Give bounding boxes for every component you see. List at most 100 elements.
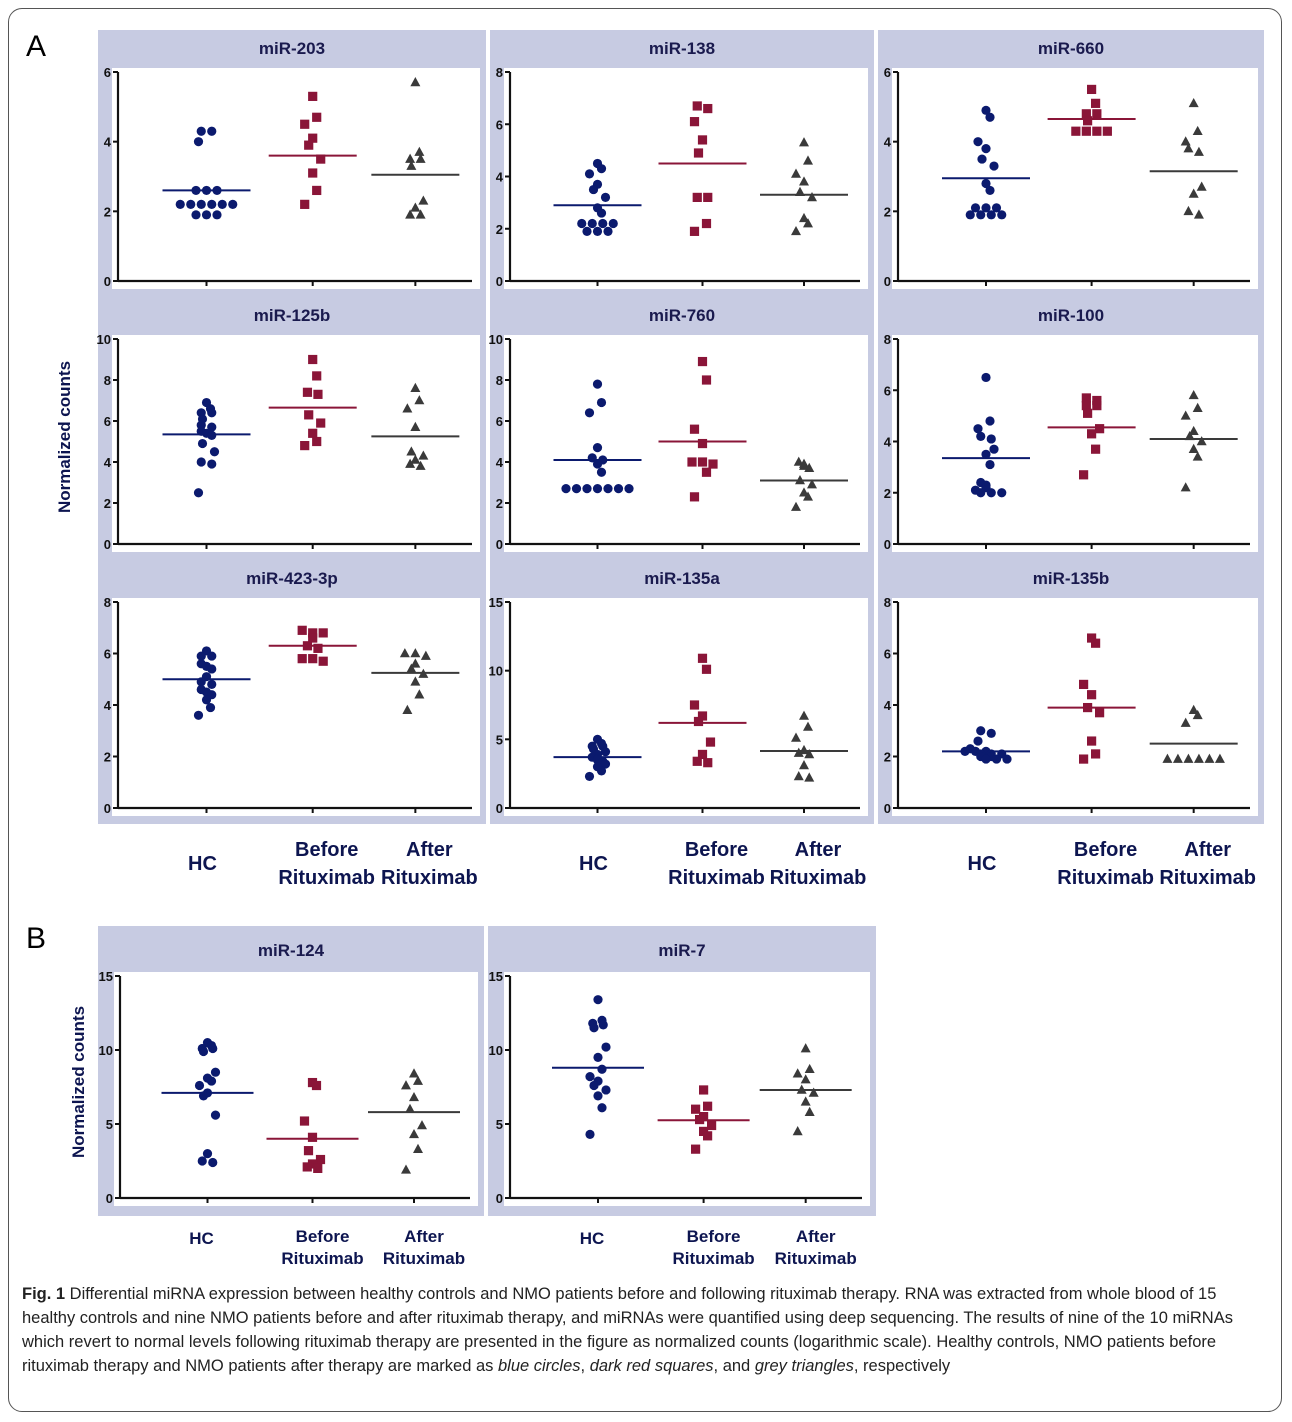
data-point-after-rituximab [800, 1043, 811, 1053]
data-point-hc [193, 710, 204, 720]
panel-mir-760: miR-760 0 2 4 6 8 10 [489, 297, 874, 560]
group-label-after-rituximab: After [406, 839, 453, 861]
data-point-hc [985, 185, 995, 196]
panel-mir-124: miR-124 0 5 10 15 [98, 926, 484, 1216]
data-point-after-rituximab [803, 721, 813, 731]
data-point-after-rituximab [793, 771, 804, 781]
data-point-after-rituximab [1196, 181, 1207, 191]
data-point-before-rituximab [307, 1132, 318, 1142]
panel-title: miR-203 [259, 39, 325, 58]
group-label-hc: HC [188, 853, 217, 875]
data-point-after-rituximab [799, 744, 809, 755]
caption-italic-2: dark red squares [589, 1357, 714, 1375]
y-tick-label: 8 [496, 65, 503, 80]
data-point-before-rituximab [692, 756, 702, 766]
data-point-hc [970, 203, 981, 213]
data-point-before-rituximab [695, 1114, 705, 1125]
data-point-hc [596, 164, 607, 174]
y-tick-label: 6 [884, 647, 891, 662]
y-tick-label: 0 [496, 801, 503, 816]
data-point-after-rituximab [1193, 753, 1204, 763]
data-point-hc [193, 137, 204, 147]
y-tick-label: 6 [104, 414, 111, 429]
data-point-hc [989, 444, 999, 454]
data-point-hc [981, 144, 991, 154]
panel-title: miR-7 [658, 941, 705, 960]
group-label-after-rituximab: Rituximab [775, 1249, 857, 1268]
data-point-hc [981, 372, 991, 383]
panel-title: miR-135a [644, 569, 720, 588]
data-point-hc [207, 459, 217, 469]
data-point-before-rituximab [693, 716, 704, 727]
data-point-after-rituximab [409, 1068, 419, 1078]
y-axis-label-b: Normalized counts [69, 1006, 88, 1158]
y-tick-label: 4 [104, 455, 112, 470]
data-point-hc [613, 484, 624, 494]
data-point-after-rituximab [1183, 205, 1194, 216]
data-point-after-rituximab [410, 658, 421, 668]
data-point-hc [207, 430, 217, 440]
panel-title: miR-124 [258, 941, 325, 960]
y-tick-label: 15 [489, 969, 503, 984]
caption-label: Fig. 1 [22, 1285, 66, 1303]
plot-area [114, 972, 478, 1206]
data-point-before-rituximab [304, 140, 314, 150]
data-point-before-rituximab [1079, 679, 1089, 689]
data-point-after-rituximab [410, 676, 421, 686]
y-tick-label: 0 [496, 537, 503, 552]
group-label-before-rituximab: Rituximab [278, 867, 375, 889]
data-point-hc [596, 208, 607, 218]
data-point-hc [989, 161, 999, 171]
panel-mir-660: miR-660 0 2 4 6 [878, 30, 1264, 297]
data-point-after-rituximab [414, 689, 425, 699]
caption-italic-3: grey triangles [754, 1357, 854, 1375]
data-point-after-rituximab [418, 450, 429, 460]
data-point-after-rituximab [401, 1080, 411, 1090]
data-point-before-rituximab [300, 119, 310, 129]
data-point-hc [582, 484, 592, 494]
y-tick-label: 2 [884, 204, 891, 219]
y-tick-label: 10 [489, 1043, 503, 1058]
data-point-after-rituximab [1196, 436, 1207, 446]
data-point-hc [196, 199, 206, 209]
data-point-hc [577, 218, 587, 229]
data-point-after-rituximab [1184, 430, 1195, 441]
data-point-hc [593, 1091, 603, 1101]
data-point-hc [585, 1129, 595, 1139]
data-point-after-rituximab [410, 382, 421, 392]
caption-text-1: Differential miRNA expression between he… [22, 1285, 1233, 1375]
data-point-hc [208, 1157, 218, 1168]
y-tick-label: 0 [104, 274, 111, 289]
figure-caption: Fig. 1 Differential miRNA expression bet… [22, 1282, 1262, 1378]
y-tick-label: 8 [104, 373, 111, 388]
y-tick-label: 5 [496, 732, 503, 747]
data-point-before-rituximab [312, 112, 322, 122]
data-point-hc [985, 459, 995, 470]
data-point-after-rituximab [807, 192, 817, 202]
y-tick-label: 6 [104, 65, 111, 80]
y-tick-label: 2 [884, 750, 891, 765]
data-point-after-rituximab [793, 747, 804, 757]
figure-plots: A B Normalized counts Normalized counts … [26, 30, 1264, 1268]
y-tick-label: 10 [99, 1043, 113, 1058]
y-tick-label: 15 [99, 969, 113, 984]
data-point-before-rituximab [701, 375, 712, 385]
data-point-hc [205, 702, 216, 713]
data-point-before-rituximab [308, 168, 318, 178]
data-point-hc [986, 210, 996, 220]
data-point-before-rituximab [1079, 470, 1089, 480]
data-point-before-rituximab [1091, 444, 1101, 454]
data-point-after-rituximab [795, 186, 805, 196]
data-point-after-rituximab [1180, 136, 1191, 146]
data-point-after-rituximab [410, 421, 421, 431]
data-point-after-rituximab [1188, 425, 1199, 436]
data-point-before-rituximab [697, 457, 708, 467]
group-label-before-rituximab: Before [296, 1227, 350, 1246]
data-point-before-rituximab [689, 226, 700, 236]
data-point-before-rituximab [689, 117, 700, 127]
data-point-before-rituximab [703, 103, 713, 114]
y-tick-label: 8 [496, 373, 503, 388]
data-point-hc [603, 226, 613, 236]
data-point-hc [198, 1091, 209, 1101]
group-labels-layer: HC Before Rituximab After Rituximab HC Before R… [188, 839, 1256, 1268]
